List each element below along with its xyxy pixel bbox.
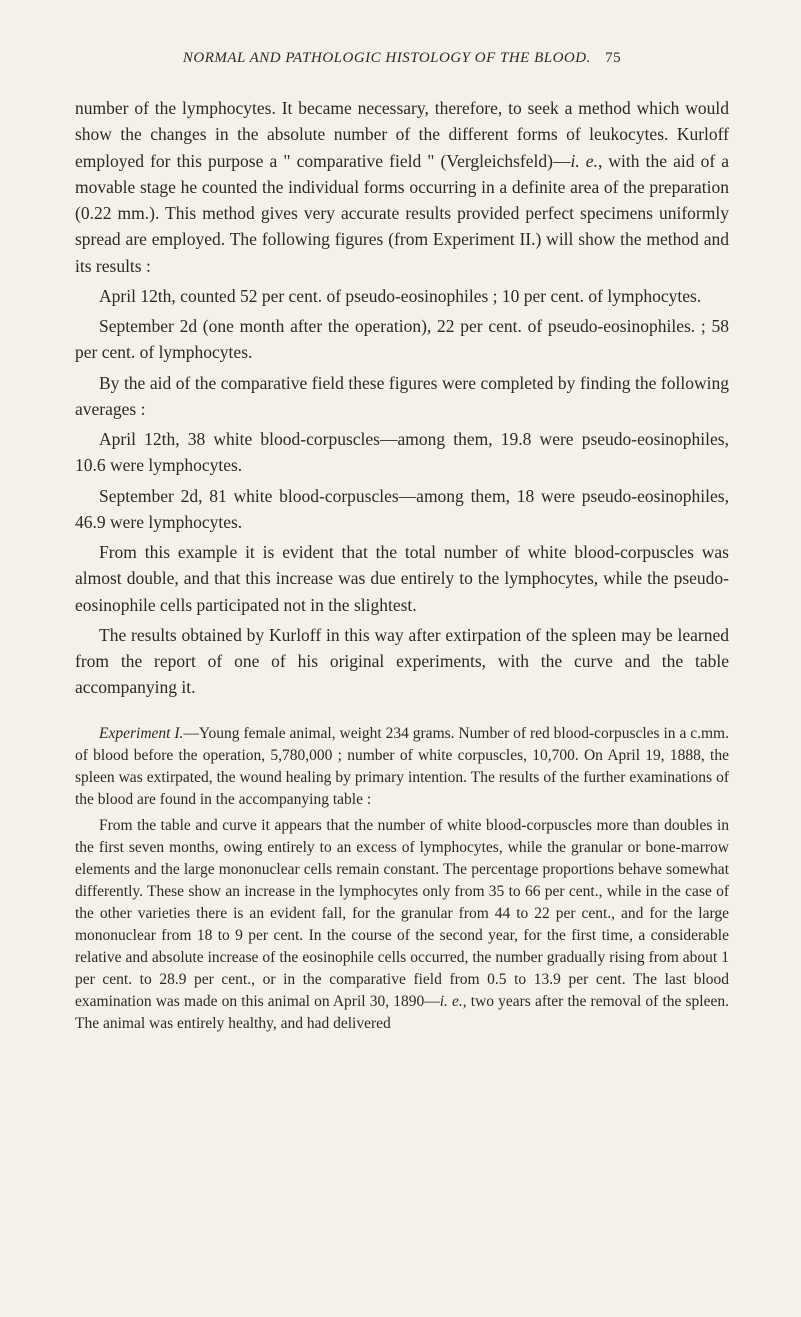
p5-text: April 12th, 38 white blood-corpuscles—am… <box>75 429 729 475</box>
p1-italic: i. e. <box>570 151 597 171</box>
paragraph-1: number of the lymphocytes. It became nec… <box>75 95 729 279</box>
experiment-label: Experiment I. <box>99 725 183 742</box>
p7-text: From this example it is evident that the… <box>75 542 729 615</box>
paragraph-4: By the aid of the comparative field thes… <box>75 370 729 423</box>
experiment-paragraph-2: From the table and curve it appears that… <box>75 815 729 1035</box>
header-title: NORMAL AND PATHOLOGIC HISTOLOGY OF THE B… <box>183 50 591 66</box>
paragraph-5: April 12th, 38 white blood-corpuscles—am… <box>75 426 729 479</box>
paragraph-3: September 2d (one month after the operat… <box>75 313 729 366</box>
p3-text: September 2d (one month after the operat… <box>75 316 729 362</box>
page-number: 75 <box>605 50 621 66</box>
paragraph-2: April 12th, counted 52 per cent. of pseu… <box>75 283 729 309</box>
page-header: NORMAL AND PATHOLOGIC HISTOLOGY OF THE B… <box>75 50 729 67</box>
document-page: NORMAL AND PATHOLOGIC HISTOLOGY OF THE B… <box>0 0 801 1089</box>
p2-text: April 12th, counted 52 per cent. of pseu… <box>99 286 701 306</box>
p8-text: The results obtained by Kurloff in this … <box>75 625 729 698</box>
experiment-paragraph-1: Experiment I.—Young female animal, weigh… <box>75 723 729 811</box>
paragraph-6: September 2d, 81 white blood-corpuscles—… <box>75 483 729 536</box>
paragraph-8: The results obtained by Kurloff in this … <box>75 622 729 701</box>
exp2-italic: i. e. <box>440 993 463 1010</box>
p4-text: By the aid of the comparative field thes… <box>75 373 729 419</box>
p6-text: September 2d, 81 white blood-corpuscles—… <box>75 486 729 532</box>
exp2-text: From the table and curve it appears that… <box>75 817 729 1010</box>
paragraph-7: From this example it is evident that the… <box>75 539 729 618</box>
